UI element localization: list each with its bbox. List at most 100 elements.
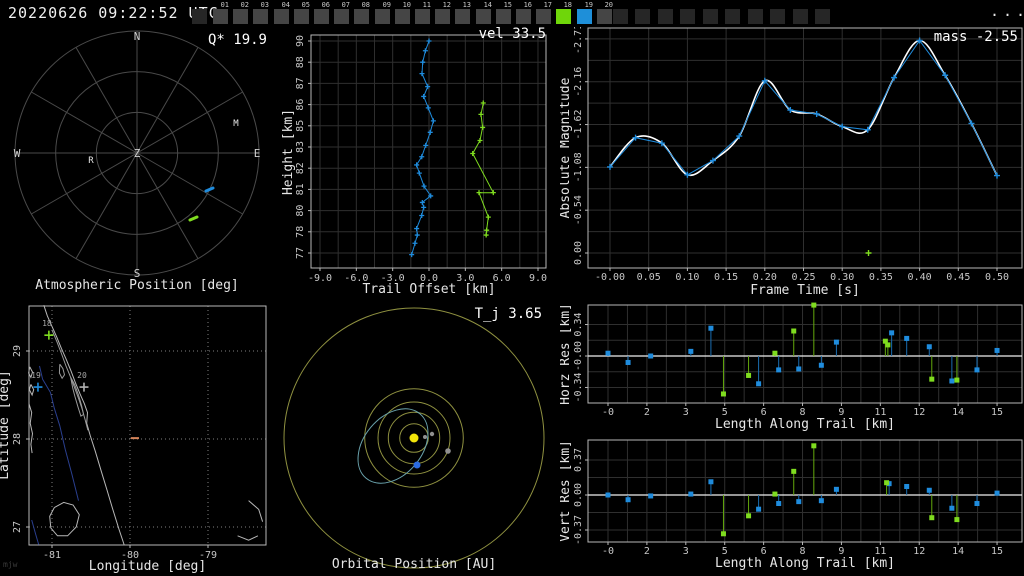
frame-thumb-11[interactable]: 11 xyxy=(415,0,431,25)
frame-thumb-image[interactable] xyxy=(233,9,248,24)
frame-thumb-image[interactable] xyxy=(395,9,410,24)
frame-thumb-image[interactable] xyxy=(748,9,763,24)
frame-thumb-image[interactable] xyxy=(496,9,511,24)
frame-thumb-image[interactable] xyxy=(536,9,551,24)
residual-point-station-19 xyxy=(833,339,839,345)
overflow-menu-icon[interactable]: ... xyxy=(990,2,1024,20)
frame-thumb-08[interactable]: 08 xyxy=(354,0,370,25)
x-tick-label: 6.0 xyxy=(493,273,511,284)
frame-thumb-image[interactable] xyxy=(725,9,740,24)
frame-thumb[interactable] xyxy=(613,0,629,25)
frame-thumb-image[interactable] xyxy=(375,9,390,24)
frame-thumb[interactable] xyxy=(703,0,719,25)
frame-thumb-image[interactable] xyxy=(516,9,531,24)
frame-thumb-image[interactable] xyxy=(597,9,612,24)
frame-thumb-image[interactable] xyxy=(680,9,695,24)
residuals-plot: -0 2 3 5 6 8 9 11 12 14 15 0.34 -0.00-0.34 Length Alo… xyxy=(560,302,1023,571)
frame-number: 15 xyxy=(503,1,512,9)
frame-thumb-image[interactable] xyxy=(274,9,289,24)
planet-orbit xyxy=(364,388,464,488)
frame-thumb-image[interactable] xyxy=(793,9,808,24)
frame-thumb-19[interactable]: 19 xyxy=(577,0,593,25)
frame-thumb-02[interactable]: 02 xyxy=(233,0,249,25)
frame-thumb-image[interactable] xyxy=(658,9,673,24)
planet-dot xyxy=(445,448,451,454)
y-tick-label: 80 xyxy=(295,205,306,217)
residual-point-station-19 xyxy=(949,505,955,511)
frame-thumb[interactable] xyxy=(815,0,831,25)
atmospheric-plot-title: Atmospheric Position [deg] xyxy=(35,278,239,293)
x-tick-label: 0.45 xyxy=(946,272,970,283)
x-tick-label: 5 xyxy=(722,407,728,418)
frame-thumb-18[interactable]: 18 xyxy=(556,0,572,25)
frame-thumb-14[interactable]: 14 xyxy=(476,0,492,25)
frame-thumb-image[interactable] xyxy=(213,9,228,24)
residual-point-station-19 xyxy=(708,325,714,331)
frame-thumb-image[interactable] xyxy=(435,9,450,24)
frame-thumb-20[interactable]: 20 xyxy=(597,0,613,25)
frame-thumb-05[interactable]: 05 xyxy=(294,0,310,25)
station-marker-20 xyxy=(79,382,89,392)
frame-thumb-image[interactable] xyxy=(294,9,309,24)
x-tick-label: 9.0 xyxy=(529,273,547,284)
frame-thumb[interactable] xyxy=(770,0,786,25)
mag-x-axis-label: Frame Time [s] xyxy=(750,283,860,298)
residual-point-station-18 xyxy=(772,350,778,356)
y-tick-label: 82 xyxy=(295,162,306,174)
frame-thumb-image[interactable] xyxy=(354,9,369,24)
frame-thumb-17[interactable]: 17 xyxy=(536,0,552,25)
residual-point-station-19 xyxy=(708,479,714,485)
x-tick-label: -0.00 xyxy=(595,272,625,283)
frame-thumb[interactable] xyxy=(680,0,696,25)
frame-thumb-image[interactable] xyxy=(192,9,207,24)
frame-thumb[interactable] xyxy=(793,0,809,25)
frame-number: 01 xyxy=(220,1,229,9)
frame-thumb-01[interactable]: 01 xyxy=(213,0,229,25)
frame-thumb-image[interactable] xyxy=(577,9,592,24)
residual-point-station-19 xyxy=(926,344,932,350)
frame-thumb-15[interactable]: 15 xyxy=(496,0,512,25)
residual-y-axis-label: Horz Res [km] xyxy=(560,303,573,405)
frame-thumb-image[interactable] xyxy=(770,9,785,24)
frame-thumb-image[interactable] xyxy=(703,9,718,24)
polar-ring xyxy=(95,111,179,195)
frame-thumb-04[interactable]: 04 xyxy=(274,0,290,25)
frame-thumb-image[interactable] xyxy=(314,9,329,24)
polar-ring xyxy=(55,71,219,235)
frame-thumb[interactable] xyxy=(748,0,764,25)
frame-thumb-13[interactable]: 13 xyxy=(455,0,471,25)
frame-thumb-16[interactable]: 16 xyxy=(516,0,532,25)
frame-thumb[interactable] xyxy=(725,0,741,25)
x-tick-label: 0.25 xyxy=(791,272,815,283)
frame-thumb-image[interactable] xyxy=(556,9,571,24)
frame-thumb-10[interactable]: 10 xyxy=(395,0,411,25)
axes-box xyxy=(587,304,1023,404)
residual-point-station-19 xyxy=(648,493,654,499)
frame-thumb-image[interactable] xyxy=(455,9,470,24)
orbital-plot-title: Orbital Position [AU] xyxy=(332,557,496,572)
frame-thumb-image[interactable] xyxy=(415,9,430,24)
frame-thumb-03[interactable]: 03 xyxy=(253,0,269,25)
y-tick-label: -1.08 xyxy=(573,152,584,182)
frame-thumb-image[interactable] xyxy=(253,9,268,24)
frame-thumb-12[interactable]: 12 xyxy=(435,0,451,25)
residual-point-station-19 xyxy=(625,497,631,503)
frame-thumb[interactable] xyxy=(658,0,674,25)
frame-thumb[interactable] xyxy=(192,0,208,25)
reference-point xyxy=(865,250,872,256)
x-tick-label: 12 xyxy=(913,407,925,418)
frame-thumb-image[interactable] xyxy=(815,9,830,24)
frame-thumb-06[interactable]: 06 xyxy=(314,0,330,25)
x-tick-label: 3 xyxy=(683,546,689,557)
frame-thumb-image[interactable] xyxy=(334,9,349,24)
frame-thumb-07[interactable]: 07 xyxy=(334,0,350,25)
frame-thumb[interactable] xyxy=(635,0,651,25)
x-tick-label: 15 xyxy=(991,546,1003,557)
frame-thumb-image[interactable] xyxy=(476,9,491,24)
frame-thumb-09[interactable]: 09 xyxy=(375,0,391,25)
frame-number: 03 xyxy=(260,1,269,9)
frame-thumb-image[interactable] xyxy=(613,9,628,24)
frame-thumb-image[interactable] xyxy=(635,9,650,24)
x-tick-label: 0.30 xyxy=(830,272,854,283)
axes-box xyxy=(587,439,1023,543)
